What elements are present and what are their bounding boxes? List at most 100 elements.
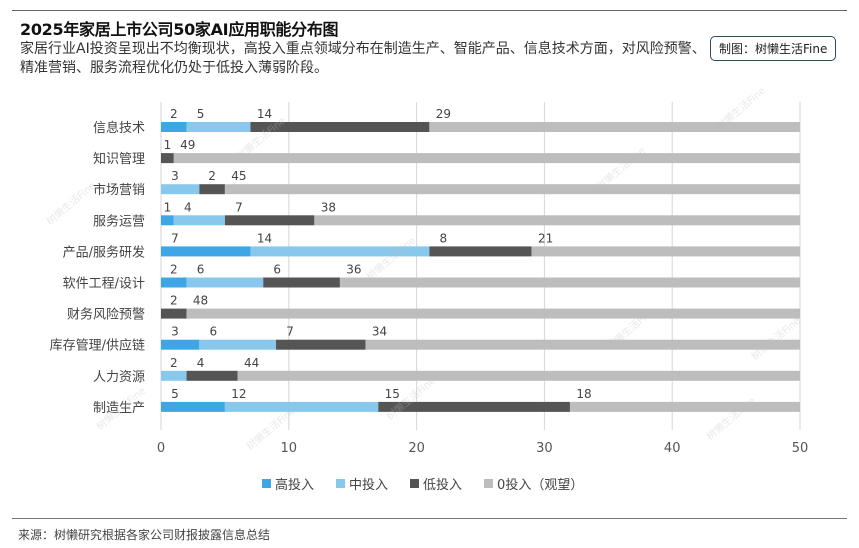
value-label: 7: [286, 325, 294, 339]
value-label: 4: [184, 200, 192, 214]
category-label: 软件工程/设计: [63, 277, 145, 292]
bar-segment-mid: [199, 339, 277, 350]
bar-segment-zero: [569, 401, 800, 412]
x-tick-label: 20: [408, 441, 425, 456]
top-rule: [12, 10, 847, 11]
value-label: 34: [372, 325, 387, 339]
bar-segment-low: [161, 153, 174, 164]
bar-segment-zero: [237, 370, 800, 381]
x-tick-label: 10: [281, 441, 298, 456]
value-label: 1: [164, 200, 172, 214]
chart-title: 2025年家居上市公司50家AI应用职能分布图: [20, 20, 339, 39]
value-label: 2: [208, 169, 216, 183]
value-label: 6: [197, 263, 205, 277]
category-label: 知识管理: [93, 151, 145, 167]
legend-label: 低投入: [423, 478, 463, 493]
x-tick-label: 0: [157, 441, 165, 456]
x-tick-label: 40: [664, 441, 681, 456]
legend-item-low: 低投入: [410, 474, 462, 493]
bar-segment-low: [429, 246, 532, 257]
bar-segment-high: [161, 339, 200, 350]
value-label: 8: [440, 231, 448, 245]
bar-segment-mid: [250, 246, 430, 257]
bar-segment-low: [199, 184, 225, 195]
category-label: 财务风险预警: [67, 307, 145, 323]
value-label: 4: [197, 356, 205, 370]
bar-segment-low: [186, 370, 238, 381]
value-label: 14: [257, 231, 272, 245]
bar-segment-zero: [339, 277, 800, 288]
bar-segment-low: [224, 215, 315, 226]
bar-segment-mid: [173, 215, 225, 226]
bar-segment-mid: [224, 401, 379, 412]
bar-segment-mid: [186, 277, 264, 288]
bar-segment-high: [161, 246, 251, 257]
bar-segment-zero: [531, 246, 800, 257]
legend-label: 中投入: [349, 478, 389, 493]
bar-segment-low: [276, 339, 366, 350]
value-label: 5: [171, 387, 179, 401]
x-tick-label: 30: [536, 441, 553, 456]
value-label: 14: [257, 107, 272, 121]
legend-item-mid: 中投入: [336, 474, 388, 493]
value-label: 15: [385, 387, 400, 401]
value-label: 38: [321, 200, 336, 214]
legend: 高投入 中投入 低投入 0投入（观望）: [262, 474, 583, 493]
bar-segment-zero: [314, 215, 800, 226]
legend-item-high: 高投入: [262, 474, 314, 493]
value-label: 48: [193, 294, 208, 308]
value-label: 3: [171, 325, 179, 339]
bar-segment-mid: [186, 122, 251, 132]
legend-swatch: [410, 479, 420, 488]
category-label: 人力资源: [93, 370, 145, 385]
bar-segment-mid: [161, 184, 200, 195]
value-label: 2: [170, 263, 178, 277]
value-label: 29: [436, 107, 451, 121]
x-tick-label: 50: [792, 441, 809, 456]
credit-badge: 制图：树懒生活Fine: [710, 36, 837, 61]
bottom-rule: [12, 518, 847, 519]
value-label: 6: [273, 263, 281, 277]
bar-segment-high: [161, 215, 174, 226]
value-label: 7: [235, 200, 243, 214]
bar-segment-high: [161, 122, 187, 132]
legend-item-zero: 0投入（观望）: [484, 474, 583, 493]
category-labels: 信息技术知识管理市场营销服务运营产品/服务研发软件工程/设计财务风险预警库存管理…: [50, 120, 145, 416]
value-label: 2: [170, 356, 178, 370]
value-label: 21: [538, 231, 553, 245]
category-label: 信息技术: [93, 120, 145, 136]
category-label: 服务运营: [93, 213, 145, 229]
category-label: 制造生产: [93, 401, 145, 416]
value-label: 44: [244, 356, 259, 370]
chart-subtitle: 家居行业AI投资呈现出不均衡现状，高投入重点领域分布在制造生产、智能产品、信息技…: [20, 41, 706, 76]
bar-segment-zero: [429, 122, 800, 132]
legend-swatch: [336, 479, 346, 488]
value-label: 6: [210, 325, 218, 339]
bar-segment-low: [250, 122, 430, 132]
legend-label: 高投入: [275, 478, 315, 493]
bars: [161, 122, 800, 412]
source-note: 来源：树懒研究根据各家公司财报披露信息总结: [18, 528, 271, 542]
value-labels: 2 5 14 291 493 2 451 4 7 387 14 8 212 6 6 362 483 6 7 342 4 4…: [164, 107, 592, 401]
bar-segment-zero: [173, 153, 800, 164]
x-tick-labels: 0 10 20 30 40 50: [157, 441, 808, 456]
value-label: 3: [171, 169, 179, 183]
bar-segment-low: [161, 308, 187, 319]
bar-segment-zero: [365, 339, 800, 350]
bar-segment-zero: [186, 308, 800, 319]
bar-segment-mid: [161, 370, 187, 381]
bar-segment-high: [161, 277, 187, 288]
value-label: 7: [171, 231, 179, 245]
legend-swatch: [484, 479, 494, 488]
value-label: 45: [231, 169, 246, 183]
category-label: 产品/服务研发: [63, 244, 145, 260]
legend-label: 0投入（观望）: [497, 478, 584, 493]
value-label: 12: [231, 387, 246, 401]
value-label: 36: [346, 263, 361, 277]
value-label: 2: [170, 107, 178, 121]
bar-segment-zero: [224, 184, 800, 195]
legend-swatch: [262, 479, 271, 488]
bar-segment-low: [378, 401, 570, 412]
bar-segment-low: [263, 277, 340, 288]
